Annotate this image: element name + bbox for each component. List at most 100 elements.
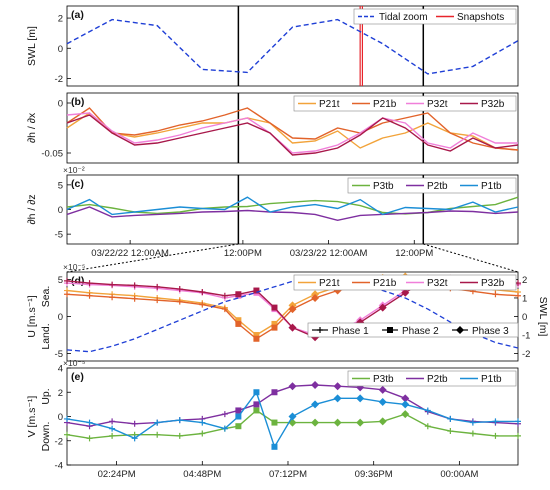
data-point [235, 317, 242, 324]
data-point [271, 304, 278, 311]
legend-label: P3tb [373, 181, 394, 192]
series-line-p2tb [66, 206, 519, 222]
x-tick-label: 00:00AM [440, 469, 478, 480]
y-tick-label: -4 [55, 461, 63, 472]
y2-tick-label: -2 [522, 349, 530, 360]
legend-label: P1tb [481, 374, 502, 385]
y2-axis-label: SWL [m] [537, 297, 549, 337]
data-point [492, 418, 499, 425]
data-point [109, 294, 116, 301]
panel-label: (e) [71, 371, 84, 383]
x-tick-label: 12:00PM [224, 248, 262, 259]
y-tick-label: 2 [58, 14, 63, 25]
series-line-p1tb [66, 390, 518, 449]
x-tick-label: 07:12PM [269, 469, 307, 480]
series-line-p32t [66, 112, 518, 154]
y-tick-label: 4 [58, 364, 63, 375]
data-point [378, 303, 387, 312]
x-tick-label: 04:48PM [183, 469, 221, 480]
y-tick-label: 0 [58, 205, 63, 216]
y-tick-label: -2 [55, 436, 63, 447]
data-point [199, 289, 206, 296]
panel-4: 4 2 0 -2 -4 V [m.s⁻¹] (e) ×10⁻⁵ Up. Down. 02:24PM 0… [26, 358, 521, 480]
y-axis-label: SWL [m] [26, 26, 38, 66]
data-point [401, 394, 410, 403]
exponent-label: ×10⁻⁵ [63, 262, 85, 272]
zoom-connector [423, 243, 519, 273]
data-point [109, 425, 116, 432]
data-point [515, 432, 521, 439]
y-tick-label: 0 [58, 412, 63, 423]
legend: P21t P21b P32t P32b [293, 274, 517, 291]
data-point [271, 419, 278, 426]
phase-legend-label: Phase 2 [402, 326, 439, 337]
y-axis-label: U [m.s⁻¹] [26, 295, 38, 337]
data-point [378, 417, 387, 426]
panel-3: 50-5U [m.s⁻¹](d)×10⁻⁵Sea.Land.210-1-2SWL… [26, 262, 549, 362]
y-tick-label: 5 [58, 180, 63, 191]
data-point [253, 407, 260, 414]
data-point [271, 324, 278, 331]
legend-label: P21b [373, 99, 397, 110]
y2-tick-label: 0 [522, 312, 527, 323]
legend-box [353, 8, 517, 25]
data-point [131, 420, 138, 427]
data-point [235, 423, 242, 430]
arrow-label-bottom: Land. [40, 323, 52, 349]
data-point [424, 423, 431, 430]
data-point [356, 418, 365, 427]
data-point [333, 394, 342, 403]
data-point [271, 443, 278, 450]
y2-tick-label: 1 [522, 293, 527, 304]
panel-1: 0 -0.05∂h / ∂x (b) P21t P21b P32t P32b [26, 92, 519, 164]
legend: P21t P21b P32t P32b [293, 95, 517, 112]
data-point [401, 288, 410, 297]
legend-box [293, 95, 517, 112]
data-point [288, 382, 297, 391]
data-point [154, 419, 161, 426]
data-point [235, 407, 242, 414]
data-point [311, 400, 320, 409]
arrow-label-bottom: Down. [40, 422, 52, 452]
phase-legend-label: Phase 1 [332, 326, 369, 337]
arrow-label-top: Up. [40, 388, 52, 404]
series-line-p3tb [66, 409, 518, 440]
y-axis-label: V [m.s⁻¹] [26, 396, 38, 438]
panel-label: (a) [71, 9, 84, 21]
data-point [221, 292, 228, 299]
swl-line [66, 278, 519, 353]
panel-0: -2 0 2 SWL [m] (a) Tidal zoom Snapshots [26, 5, 519, 87]
phase-legend-marker [456, 326, 464, 334]
data-point [271, 389, 278, 396]
legend-label: P2tb [427, 181, 448, 192]
data-point [253, 389, 260, 396]
data-point [378, 397, 387, 406]
y2-tick-label: -1 [522, 331, 530, 342]
data-point [311, 293, 320, 302]
data-point [253, 332, 260, 339]
data-point [221, 411, 228, 418]
data-point [154, 283, 161, 290]
legend-label: P32t [427, 278, 448, 289]
arrow-label-top: Sea. [40, 286, 52, 308]
y-tick-label: -2 [55, 74, 63, 85]
data-point [288, 412, 297, 421]
data-point [469, 419, 476, 426]
legend-box [293, 274, 517, 291]
data-point [447, 415, 454, 422]
data-point [492, 291, 499, 298]
y-axis-label: ∂h / ∂z [26, 194, 38, 224]
data-point [401, 400, 410, 409]
data-point [64, 415, 70, 422]
panel-label: (b) [71, 96, 84, 108]
data-point [378, 385, 387, 394]
data-point [492, 432, 499, 439]
data-point [235, 413, 242, 420]
legend-label: P21t [319, 278, 340, 289]
y2-tick-label: 2 [522, 275, 527, 286]
x-tick-label: 09:36PM [355, 469, 393, 480]
y-tick-label: 0 [58, 99, 63, 110]
data-point [64, 431, 70, 438]
data-point [288, 305, 297, 314]
